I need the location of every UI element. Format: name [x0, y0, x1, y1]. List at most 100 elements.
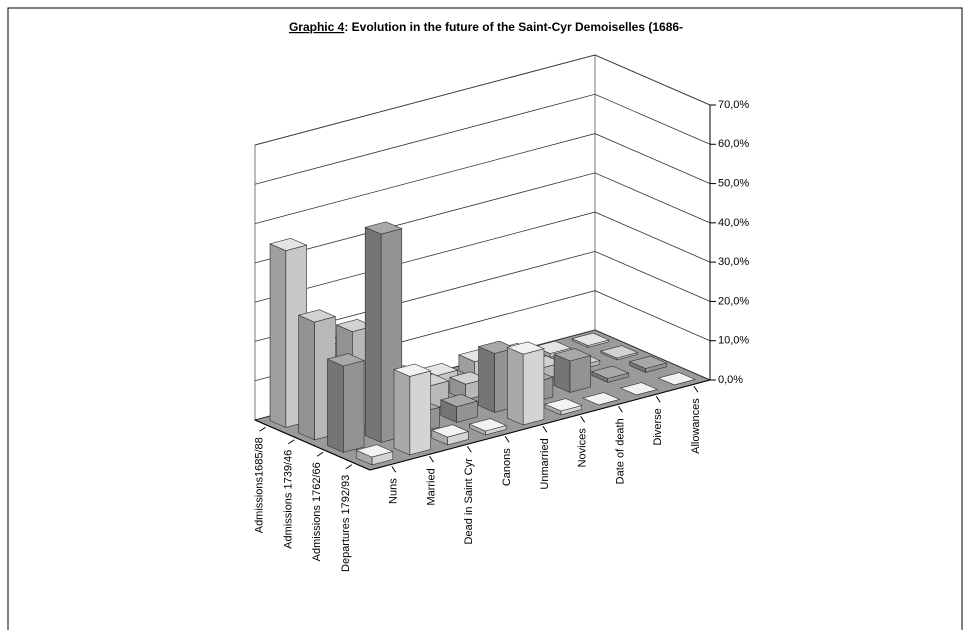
x-tick-label: Dead in Saint Cyr — [463, 458, 475, 545]
bar-top — [628, 355, 668, 369]
bar — [590, 365, 630, 383]
x-tick-label: Married — [425, 468, 437, 505]
bar-front-shade — [372, 451, 393, 465]
bar-side-shade — [365, 227, 382, 443]
bar — [553, 348, 592, 393]
x-tick-label: Canons — [501, 448, 513, 486]
bar-side-shade — [431, 430, 448, 445]
bar-front-shade — [456, 401, 478, 423]
bar-top — [393, 363, 432, 377]
bar-front-shade — [645, 363, 667, 373]
bar — [544, 398, 583, 416]
category-tick — [391, 465, 397, 473]
series-label: Admissions 1762/66 — [311, 462, 323, 561]
bar — [657, 372, 696, 386]
grid-line — [254, 54, 711, 146]
bar-side-shade — [545, 404, 561, 415]
bar-side-shade — [394, 369, 410, 455]
bar-top — [506, 341, 545, 355]
x-tick-label: Diverse — [652, 408, 664, 445]
bar-top — [269, 237, 308, 252]
bar-top — [439, 393, 479, 408]
x-tick-label: Date of death — [614, 418, 626, 484]
bar — [599, 345, 639, 361]
bar-front-shade — [485, 425, 507, 435]
bar-side-shade — [572, 338, 588, 348]
bar-side-shade — [469, 424, 486, 435]
bar-top — [364, 221, 403, 235]
bar-top — [468, 418, 508, 432]
x-tick-label: Allowances — [690, 398, 702, 454]
bar — [439, 393, 479, 423]
bar — [571, 332, 610, 348]
x-tick-label: Novices — [577, 428, 589, 468]
bar-top — [619, 382, 659, 396]
bar-top — [326, 353, 366, 367]
category-tick — [466, 445, 472, 453]
series-tick — [288, 439, 295, 445]
bar-side-shade — [600, 351, 617, 360]
chart-title-group: Graphic 4: Evolution in the future of th… — [289, 20, 683, 34]
bar-top — [297, 309, 337, 323]
chart-title: : Evolution in the future of the Saint-C… — [344, 20, 683, 34]
bar-side-shade — [298, 315, 315, 440]
bar-top — [581, 392, 621, 406]
y-tick-label: 0,0% — [718, 374, 743, 386]
category-tick — [504, 435, 510, 443]
right-wall — [594, 54, 711, 381]
bar-side-shade — [270, 243, 286, 428]
series-tick — [259, 426, 266, 432]
bar-side-shade — [629, 361, 646, 373]
bar-front-shade — [560, 405, 582, 415]
category-tick — [693, 385, 699, 393]
category-tick — [618, 405, 623, 413]
bar — [355, 444, 394, 466]
bar — [468, 418, 508, 436]
bar-top — [599, 345, 639, 359]
grid-line — [254, 133, 711, 224]
y-tick-label: 70,0% — [718, 99, 749, 111]
bar-top — [430, 424, 470, 438]
x-tick-label: Nuns — [388, 478, 400, 504]
bar — [326, 353, 366, 453]
y-tick-label: 30,0% — [718, 256, 749, 268]
bar — [393, 363, 432, 456]
bar — [430, 424, 470, 446]
grid-line — [254, 93, 711, 185]
bar — [581, 392, 621, 406]
bar-side-shade — [440, 399, 457, 423]
bar-side-shade — [507, 347, 524, 425]
bar-top — [355, 444, 394, 458]
bar-front-shade — [569, 355, 591, 393]
y-tick-label: 40,0% — [718, 217, 749, 229]
bar-front-shade — [343, 360, 365, 453]
bar — [628, 355, 668, 373]
series-label: Departures 1792/93 — [340, 475, 352, 572]
bar-front-shade — [409, 370, 431, 455]
bar-front-shade — [616, 352, 638, 360]
bar-front-shade — [588, 340, 609, 348]
y-tick-label: 20,0% — [718, 295, 749, 307]
category-tick — [655, 395, 661, 403]
bar-side-shade — [327, 359, 344, 453]
bar-top — [544, 398, 583, 412]
x-tick-label: Unmarried — [539, 438, 551, 489]
bar-top — [590, 365, 630, 379]
bar-front-shade — [523, 348, 544, 425]
category-tick — [542, 425, 548, 433]
category-axis — [369, 379, 711, 471]
category-tick — [429, 455, 434, 463]
bar-top — [571, 332, 610, 346]
bar-top — [553, 348, 592, 362]
y-tick-label: 60,0% — [718, 138, 749, 150]
series-tick — [316, 451, 324, 457]
y-tick-label: 50,0% — [718, 177, 749, 189]
title-label: Graphic 4 — [289, 20, 345, 34]
bar-top — [657, 372, 696, 386]
category-tick — [580, 415, 586, 423]
series-tick — [345, 464, 353, 470]
series-label: Admissions1685/88 — [254, 437, 266, 533]
bar — [506, 341, 545, 426]
bar-side-shade — [591, 371, 608, 383]
